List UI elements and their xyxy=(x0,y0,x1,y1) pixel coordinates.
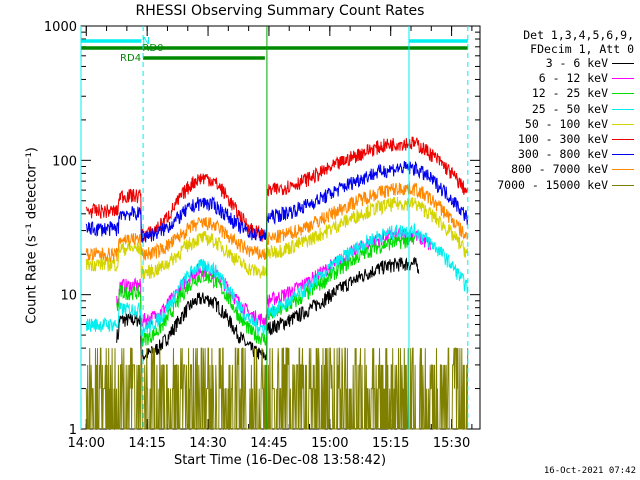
legend-label: 800 - 7000 keV xyxy=(511,162,608,177)
x-tick-label: 15:15 xyxy=(372,436,409,451)
legend-header-1: Det 1,3,4,5,6,9, xyxy=(523,28,634,42)
legend-label: 300 - 800 keV xyxy=(517,147,608,162)
legend-entry: 300 - 800 keV xyxy=(497,147,634,162)
legend-swatch xyxy=(612,78,634,80)
legend-label: 100 - 300 keV xyxy=(517,131,608,146)
x-tick-label: 14:15 xyxy=(128,436,165,451)
series-line-3 xyxy=(85,222,469,337)
timestamp: 16-Oct-2021 07:42 xyxy=(543,466,636,476)
x-tick-label: 14:45 xyxy=(250,436,287,451)
legend-label: 3 - 6 keV xyxy=(545,56,608,70)
series-line-7 xyxy=(85,181,469,262)
legend-entry: 25 - 50 keV xyxy=(497,102,634,117)
y-tick-label: 10 xyxy=(60,289,77,304)
legend-entry: 6 - 12 keV xyxy=(497,71,634,86)
flag-label-rd4: RD4 xyxy=(120,53,141,64)
flag-label-n: N xyxy=(142,36,149,47)
legend-entry: 50 - 100 keV xyxy=(497,117,634,132)
series-line-8 xyxy=(85,347,469,430)
x-tick-label: 14:00 xyxy=(68,436,105,451)
legend-swatch xyxy=(612,63,634,64)
legend-label: 25 - 50 keV xyxy=(531,101,608,116)
legend-entry: 800 - 7000 keV xyxy=(497,162,634,177)
chart-title: RHESSI Observing Summary Count Rates xyxy=(135,3,425,19)
legend-entry: 12 - 25 keV xyxy=(497,86,634,101)
series-line-0 xyxy=(116,256,420,361)
legend-swatch xyxy=(612,154,634,156)
legend-swatch xyxy=(612,184,634,186)
legend-entry: 7000 - 15000 keV xyxy=(497,178,634,193)
legend: Det 1,3,4,5,6,9, FDecim 1, Att 0 3 - 6 k… xyxy=(497,28,634,193)
y-axis-label: Count Rate (s⁻¹ detector⁻¹) xyxy=(24,147,40,324)
legend-swatch xyxy=(612,138,634,140)
legend-swatch xyxy=(612,169,634,171)
legend-entry: 100 - 300 keV xyxy=(497,132,634,147)
x-axis-label: Start Time (16-Dec-08 13:58:42) xyxy=(173,453,387,468)
legend-swatch xyxy=(612,123,634,125)
y-tick-label: 1000 xyxy=(44,20,77,35)
legend-swatch xyxy=(612,108,634,110)
flag-label-rd0: RD0 xyxy=(142,43,163,54)
legend-label: 6 - 12 keV xyxy=(538,71,608,86)
x-tick-label: 15:00 xyxy=(311,436,348,451)
y-tick-label: 100 xyxy=(52,154,77,169)
x-tick-label: 15:30 xyxy=(433,436,470,451)
legend-swatch xyxy=(612,93,634,95)
x-tick-label: 14:30 xyxy=(189,436,226,451)
legend-label: 7000 - 15000 keV xyxy=(497,177,608,192)
legend-label: 50 - 100 keV xyxy=(524,116,608,131)
legend-header-2: FDecim 1, Att 0 xyxy=(530,42,634,56)
legend-label: 12 - 25 keV xyxy=(531,86,608,101)
legend-entry: 3 - 6 keV xyxy=(497,56,634,71)
series-line-4 xyxy=(85,196,469,280)
y-tick-label: 1 xyxy=(69,423,77,438)
series-line-6 xyxy=(85,161,469,243)
